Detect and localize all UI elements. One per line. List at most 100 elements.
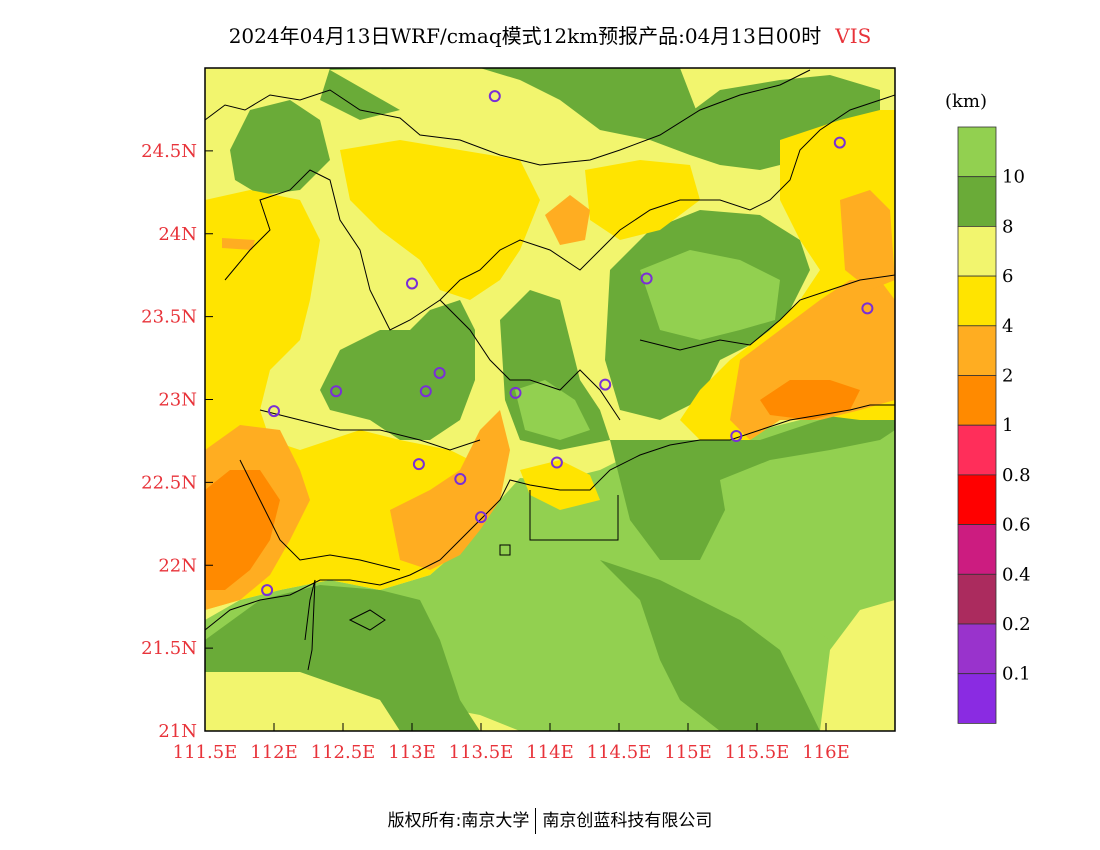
field-orange-west-small — [222, 238, 255, 250]
x-tick-label: 111.5E — [173, 742, 238, 763]
x-tick-label: 116E — [802, 742, 850, 763]
colorbar-label: 0.8 — [1002, 465, 1031, 486]
station-marker — [454, 473, 467, 486]
footer: 版权所有:南京大学 南京创蓝科技有限公司 — [0, 806, 1100, 834]
colorbar-box — [957, 325, 997, 376]
colorbar-labels: 10 8 6 4 2 1 0.8 0.6 0.4 0.2 0.1 — [1002, 167, 1031, 685]
station-marker — [433, 366, 446, 379]
field-yellow-north-east — [585, 160, 700, 240]
station-marker — [861, 302, 874, 315]
y-tick-label: 22.5N — [141, 472, 197, 493]
visibility-field — [205, 68, 895, 731]
field-orange-pearl-river — [390, 410, 510, 570]
y-tick-label: 21N — [158, 721, 197, 742]
station-marker — [730, 429, 743, 442]
y-tick-label: 21.5N — [141, 638, 197, 659]
field-dark-green-northwest — [230, 100, 330, 195]
station-marker — [406, 277, 418, 290]
island-small-b — [499, 544, 511, 556]
station-marker — [261, 584, 274, 597]
field-dark-green-sea-east — [610, 400, 895, 560]
island-west — [304, 579, 316, 671]
colorbar-label: 0.1 — [1002, 664, 1031, 685]
station-marker — [833, 136, 846, 149]
title-main: 2024年04月13日WRF/cmaq模式12km预报产品:04月13日00时 — [228, 24, 822, 48]
colorbar-label: 8 — [1002, 216, 1013, 237]
y-axis: 21N 21.5N 22N 22.5N 23N 23.5N 24N 24.5N — [141, 141, 213, 742]
field-light-green-east-inner — [640, 250, 780, 340]
station-marker — [419, 385, 432, 398]
chart-title: 2024年04月13日WRF/cmaq模式12km预报产品:04月13日00时 V… — [0, 20, 1100, 49]
x-axis: 111.5E 112E 112.5E 113E 113.5E 114E 114.5E 115E… — [173, 723, 850, 763]
footer-copyright: 版权所有:南京大学 — [387, 811, 530, 831]
x-tick-label: 112.5E — [311, 742, 376, 763]
colorbar-box — [957, 176, 997, 227]
colorbar-box — [957, 474, 997, 525]
field-light-green-sea-east — [720, 430, 895, 640]
colorbar-label: 10 — [1002, 167, 1025, 188]
colorbar-label: 0.2 — [1002, 614, 1031, 635]
field-dark-green-north — [320, 68, 700, 155]
field-dark-orange-east — [760, 380, 860, 420]
colorbar: (km) 10 8 6 4 2 1 0.8 0.6 0.4 0.2 0.1 — [945, 91, 1031, 724]
station-marker — [330, 385, 343, 398]
boundary-west-county — [224, 169, 601, 331]
title-variable: VIS — [835, 24, 872, 48]
station-marker — [599, 378, 612, 391]
colorbar-box — [957, 673, 997, 724]
station-markers — [261, 90, 874, 597]
field-orange-north-center — [545, 195, 590, 245]
colorbar-box — [957, 126, 997, 178]
colorbar-label: 1 — [1002, 415, 1013, 436]
station-marker — [268, 405, 280, 418]
boundary-southwest — [239, 459, 401, 571]
field-orange-northeast — [840, 190, 895, 290]
y-tick-label: 24.5N — [141, 141, 197, 162]
footer-company: 南京创蓝科技有限公司 — [542, 811, 713, 831]
field-dark-orange-southwest — [205, 470, 280, 590]
y-tick-label: 22N — [158, 555, 197, 576]
y-tick-label: 23N — [158, 390, 197, 411]
x-tick-label: 114E — [526, 742, 574, 763]
station-marker — [488, 90, 501, 103]
field-dark-green-sea-south — [600, 560, 820, 731]
x-tick-label: 113.5E — [449, 742, 514, 763]
colorbar-box — [957, 275, 997, 327]
x-tick-label: 113E — [388, 742, 436, 763]
hk-boundary — [529, 490, 619, 541]
boundary-center — [439, 299, 621, 421]
field-light-green-center-inner — [515, 380, 590, 440]
station-marker — [412, 458, 425, 471]
station-marker — [640, 272, 653, 285]
province-boundaries — [205, 69, 895, 671]
field-coast-light-yellow-right — [820, 600, 895, 731]
boundary-east-county — [599, 94, 895, 251]
y-tick-label: 23.5N — [141, 307, 197, 328]
colorbar-boxes — [957, 126, 997, 724]
island-small-a — [348, 609, 386, 631]
colorbar-label: 0.6 — [1002, 515, 1031, 536]
x-tick-label: 112E — [250, 742, 298, 763]
field-yellow-hk — [520, 460, 600, 510]
boundary-east-lower — [639, 274, 895, 351]
y-tick-label: 24N — [158, 224, 197, 245]
footer-separator — [535, 808, 537, 834]
x-tick-label: 115E — [664, 742, 712, 763]
field-dark-green-west — [320, 300, 475, 440]
colorbar-unit: (km) — [945, 91, 987, 112]
colorbar-box — [957, 573, 997, 625]
coastline — [205, 404, 895, 631]
colorbar-box — [957, 375, 997, 426]
boundary-west-lower — [259, 409, 481, 451]
field-coast-dark-green-left — [205, 585, 480, 731]
colorbar-box — [957, 225, 997, 277]
colorbar-box — [957, 424, 997, 476]
station-marker — [509, 386, 522, 399]
boundary-north — [205, 69, 811, 166]
x-tick-label: 114.5E — [587, 742, 652, 763]
station-marker — [475, 511, 487, 524]
x-tick-label: 115.5E — [725, 742, 790, 763]
colorbar-box — [957, 623, 997, 675]
colorbar-label: 2 — [1002, 366, 1013, 387]
